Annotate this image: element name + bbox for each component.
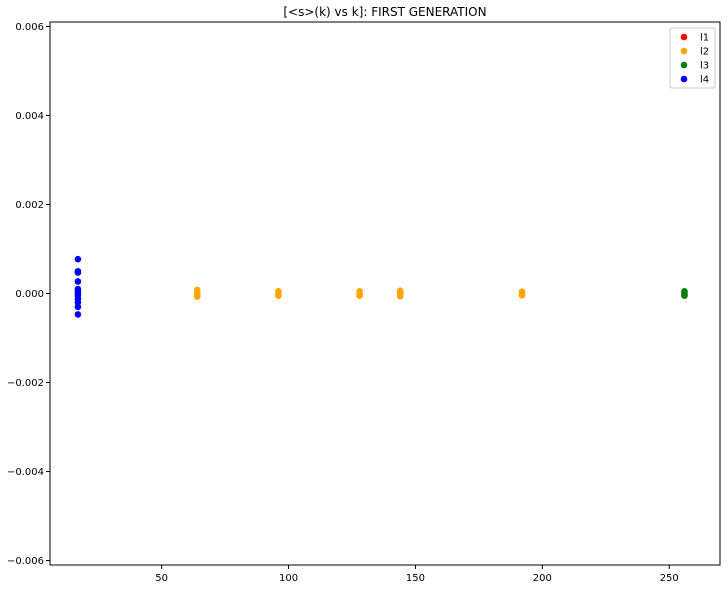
x-tick-label: 250 (660, 573, 679, 584)
data-point-l2 (356, 292, 363, 300)
data-point-l2 (275, 292, 282, 300)
data-point-l4 (74, 311, 82, 318)
y-tick-label: −0.004 (7, 467, 44, 478)
y-tick-label: 0.004 (15, 111, 44, 122)
legend-label-l4: l4 (700, 75, 709, 86)
x-tick-label: 200 (533, 573, 552, 584)
legend-marker-l1 (680, 33, 688, 41)
legend-marker-l3 (680, 61, 688, 69)
data-points (74, 255, 688, 318)
legend-label-l1: l1 (700, 33, 709, 44)
legend-marker-l2 (680, 47, 688, 55)
y-tick-label: 0.000 (15, 289, 44, 300)
y-tick-label: −0.002 (7, 378, 44, 389)
data-point-l2 (518, 291, 526, 299)
data-point-l4 (74, 303, 82, 311)
legend-label-l2: l2 (700, 47, 709, 58)
x-tick-label: 100 (279, 573, 298, 584)
chart-title: [<s>(k) vs k]: FIRST GENERATION (283, 5, 486, 19)
y-tick-label: 0.006 (15, 22, 44, 33)
legend: l1 l2 l3 l4 (669, 27, 716, 89)
plot-area-frame (49, 21, 721, 566)
data-point-l4 (74, 269, 82, 276)
y-tick-label: −0.006 (7, 556, 44, 567)
x-tick-label: 50 (155, 573, 168, 584)
data-point-l2 (193, 293, 201, 300)
data-point-l4 (74, 255, 82, 263)
y-tick-label: 0.002 (15, 200, 44, 211)
legend-marker-l4 (680, 75, 688, 83)
legend-label-l3: l3 (700, 61, 709, 72)
data-point-l2 (396, 292, 404, 300)
x-tick-label: 150 (406, 573, 425, 584)
data-point-l4 (74, 278, 82, 285)
data-point-l3 (681, 292, 688, 300)
legend-box (669, 27, 716, 89)
axis-ticks: 50 100 150 200 250 −0.006 −0.004 −0.002 0.000 0.0… (7, 22, 679, 584)
